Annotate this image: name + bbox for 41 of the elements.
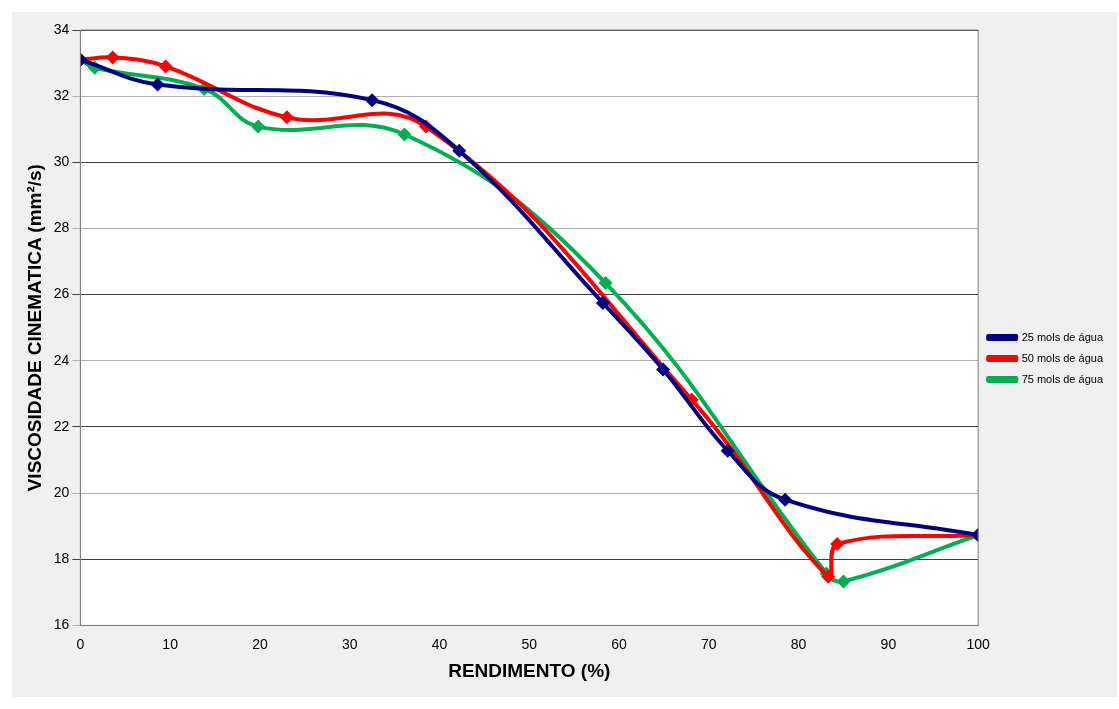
- legend-label: 50 mols de água: [1021, 351, 1104, 364]
- x-tick-label: 90: [880, 635, 897, 652]
- point: [105, 50, 120, 65]
- point: [279, 110, 294, 125]
- x-tick-label: 80: [790, 635, 807, 652]
- y-tick-label: 34: [53, 20, 70, 37]
- point: [397, 127, 412, 142]
- x-tick-label: 0: [76, 635, 85, 652]
- point: [598, 276, 613, 291]
- y-tick-label: 28: [53, 219, 70, 236]
- point: [830, 537, 845, 552]
- x-tick-label: 30: [341, 635, 358, 652]
- y-axis-title: VISCOSIDADE CINEMATICA (mm²/s): [23, 164, 45, 492]
- point: [365, 93, 380, 108]
- legend-label: 75 mols de água: [1021, 372, 1104, 385]
- point: [158, 59, 173, 74]
- y-tick-label: 20: [53, 483, 70, 500]
- point: [150, 77, 165, 92]
- legend-label: 25 mols de água: [1021, 330, 1104, 343]
- point: [656, 362, 671, 377]
- x-tick-label: 20: [252, 635, 268, 652]
- y-tick-label: 26: [53, 285, 70, 302]
- point: [452, 143, 467, 158]
- y-tick-label: 30: [53, 153, 70, 170]
- point: [836, 574, 851, 589]
- point: [778, 492, 793, 507]
- x-tick-label: 100: [966, 635, 991, 652]
- x-tick-label: 70: [701, 635, 717, 652]
- x-tick-label: 50: [521, 635, 538, 652]
- point: [251, 119, 266, 134]
- y-tick-label: 18: [53, 550, 70, 567]
- y-tick-label: 16: [53, 616, 70, 633]
- point: [720, 443, 735, 458]
- x-tick-label: 60: [611, 635, 628, 652]
- x-tick-label: 40: [431, 635, 448, 652]
- y-tick-label: 24: [53, 351, 70, 368]
- y-tick-label: 32: [53, 87, 70, 104]
- x-axis-title: RENDIMENTO (%): [448, 659, 611, 681]
- y-tick-label: 22: [53, 417, 70, 434]
- point: [595, 295, 610, 310]
- x-tick-label: 10: [162, 635, 179, 652]
